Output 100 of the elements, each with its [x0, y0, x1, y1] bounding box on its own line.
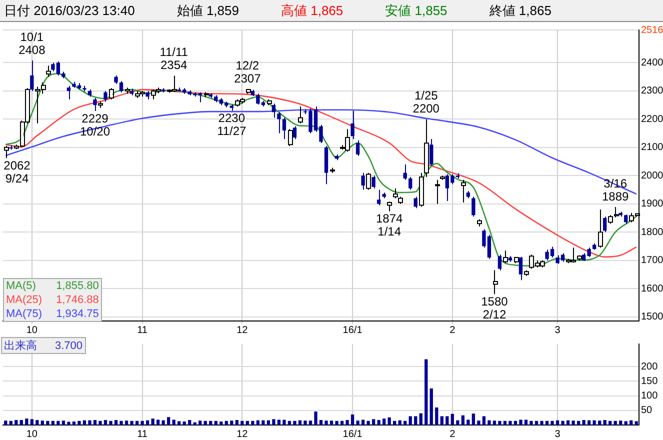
bar [592, 420, 596, 425]
bar [272, 419, 276, 425]
bar [140, 420, 144, 425]
text: MA(75) [6, 307, 42, 321]
bar [404, 420, 407, 425]
bar [288, 420, 292, 425]
text: 11/11 2354 [160, 45, 188, 72]
bar [603, 420, 606, 425]
text: 高値 1,865 [280, 3, 344, 18]
y-tick-label: 150 [641, 376, 658, 387]
bar [530, 420, 533, 425]
bar [330, 420, 334, 425]
candlestick [93, 98, 97, 112]
y-tick-label: 1900 [641, 198, 663, 210]
candlestick [104, 90, 108, 102]
bar [298, 420, 302, 425]
bar [293, 420, 296, 425]
bar [514, 420, 518, 425]
bar [477, 420, 480, 425]
bar [346, 420, 349, 425]
text: 12/2 2307 [234, 58, 261, 86]
bar [576, 420, 580, 425]
x-tick-label: 12 [236, 324, 248, 336]
x-tick-label: 11 [137, 324, 148, 336]
bar [566, 420, 570, 425]
y-tick-label: 1600 [641, 283, 663, 294]
y-tick-label: 1500 [641, 312, 663, 323]
bar [277, 420, 281, 425]
x-tick-label: 16/1 [342, 428, 363, 440]
bar [424, 359, 428, 425]
bar [456, 420, 460, 425]
bar [209, 420, 212, 425]
annotation: 1,934.75 [56, 307, 99, 321]
bar [598, 420, 602, 425]
y-tick-label: 200 [641, 361, 658, 372]
bar [540, 420, 544, 425]
bar [214, 420, 218, 425]
bar [67, 422, 70, 425]
y-tick-label: 2200 [641, 114, 663, 125]
bar [56, 420, 60, 425]
text: 1580 2/12 [481, 294, 508, 322]
candlestick [376, 189, 381, 206]
bar [220, 421, 223, 425]
bar [582, 420, 586, 425]
bar [162, 420, 165, 425]
bar [319, 420, 323, 425]
bar [182, 421, 186, 425]
bar [550, 420, 554, 425]
candlestick [518, 256, 523, 281]
bar [30, 419, 34, 425]
bar [435, 407, 438, 425]
candlestick [30, 60, 34, 92]
bar [388, 417, 391, 425]
y-tick-label: 2516 [641, 24, 663, 36]
candlestick [408, 176, 412, 190]
bar [198, 420, 202, 425]
bar [503, 420, 507, 425]
bar [361, 420, 365, 425]
bar [519, 420, 522, 425]
bar [135, 420, 139, 425]
bar [224, 420, 228, 425]
bar [36, 420, 39, 425]
candlestick [498, 254, 502, 271]
bar [25, 418, 28, 425]
candlestick [372, 175, 376, 189]
bar [178, 421, 181, 425]
x-tick-label: 2 [450, 324, 456, 336]
x-tick-label: 10 [26, 324, 38, 336]
text: 2062 9/24 [4, 158, 30, 186]
candlestick [356, 140, 360, 156]
candlestick [472, 196, 476, 218]
bar [372, 419, 376, 425]
text: 2230 11/27 [217, 111, 246, 138]
bar [350, 414, 354, 425]
bar [114, 420, 118, 425]
bar [46, 420, 50, 425]
chart-title: 日付 2016/03/23 13:40 [4, 3, 135, 18]
bar [262, 420, 265, 425]
annotation: 1,855.80 [56, 279, 99, 293]
bar [78, 420, 81, 425]
bar [498, 420, 502, 425]
bar [587, 420, 591, 425]
bar [619, 420, 622, 425]
y-tick-label: 2100 [641, 142, 663, 154]
y-tick-label: 100 [641, 390, 658, 402]
bar [9, 420, 12, 425]
bar [634, 421, 638, 425]
bar [124, 420, 128, 425]
bar [146, 420, 150, 425]
x-tick-label: 11 [137, 428, 148, 440]
bar [556, 420, 560, 425]
bar [466, 420, 470, 425]
candlestick [361, 172, 365, 190]
x-tick-label: 3 [554, 324, 561, 336]
bar [204, 420, 207, 425]
bar [308, 420, 312, 425]
bar [572, 420, 575, 425]
candlestick [198, 92, 202, 103]
bar [492, 420, 496, 425]
bar [240, 420, 244, 425]
